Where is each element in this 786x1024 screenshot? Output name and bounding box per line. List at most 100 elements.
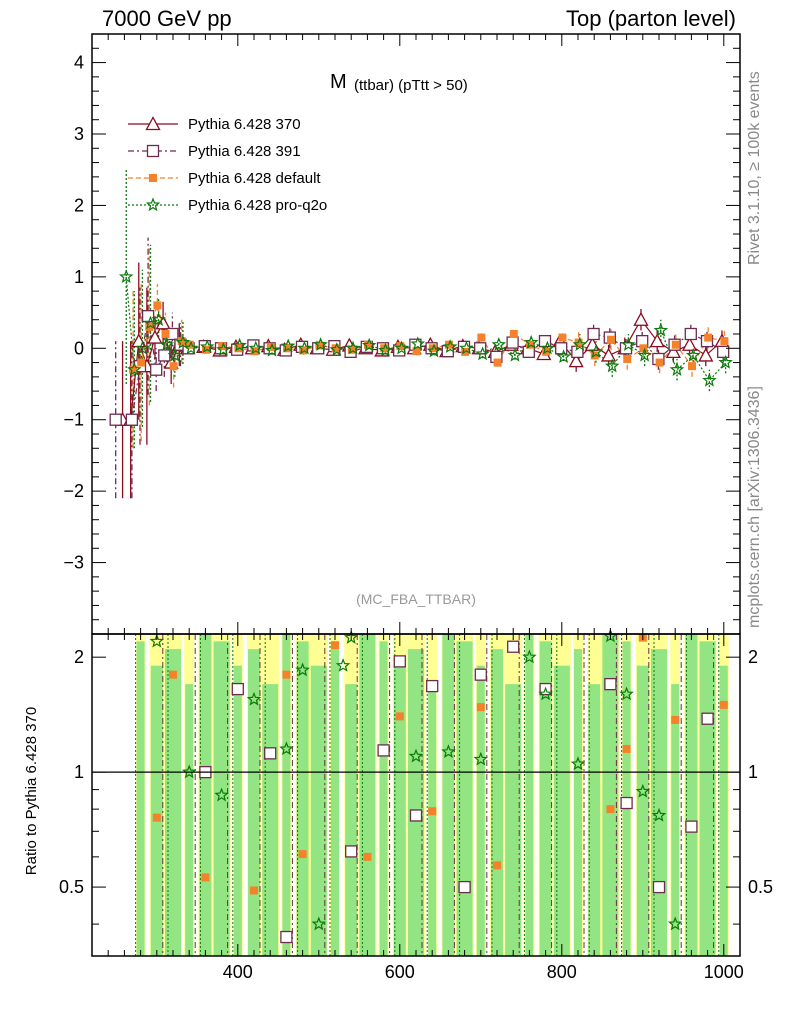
- x-tick-label: 600: [385, 962, 415, 982]
- data-point: [153, 301, 162, 310]
- ratio-point: [474, 668, 487, 681]
- data-point: [639, 344, 648, 353]
- data-point: [540, 340, 555, 355]
- data-point: [698, 347, 714, 362]
- ratio-point: [377, 744, 390, 757]
- ratio-band-green: [588, 684, 601, 956]
- data-point: [118, 269, 134, 284]
- ratio-point: [458, 880, 471, 894]
- ratio-point: [620, 796, 633, 810]
- ratio-band-green: [553, 665, 570, 956]
- data-point: [364, 340, 373, 349]
- ratio-point: [279, 741, 294, 756]
- data-point: [507, 347, 523, 362]
- data-point: [523, 334, 539, 349]
- data-point: [410, 336, 426, 351]
- ratio-point: [250, 886, 258, 895]
- ratio-band-green: [233, 665, 242, 956]
- ratio-point: [701, 712, 714, 725]
- data-point: [151, 312, 166, 326]
- ratio-point: [298, 850, 307, 859]
- data-point: [491, 337, 507, 351]
- data-point: [655, 358, 664, 367]
- data-point: [199, 339, 215, 354]
- y-tick-label: −3: [63, 553, 84, 573]
- header-left-label: 7000 GeV pp: [102, 6, 232, 31]
- ratio-band-green: [296, 641, 309, 956]
- ratio-point: [522, 649, 537, 664]
- data-point: [588, 344, 604, 359]
- ratio-point: [476, 703, 485, 712]
- data-point: [684, 327, 697, 341]
- legend-marker: [149, 174, 157, 182]
- data-point: [177, 337, 186, 346]
- error-bars: [115, 169, 727, 499]
- ratio-point: [426, 679, 439, 693]
- data-point: [600, 347, 617, 362]
- ratio-band-green: [651, 649, 667, 956]
- ratio-point: [280, 930, 293, 944]
- series-line: [125, 276, 727, 382]
- data-point: [685, 347, 701, 362]
- ratio-y-tick-label-right: 0.5: [748, 877, 773, 897]
- data-point: [125, 413, 139, 426]
- data-point: [688, 362, 697, 371]
- ratio-point: [335, 658, 351, 672]
- ratio-band-green: [136, 641, 145, 956]
- x-tick-label: 1000: [704, 962, 744, 982]
- data-point: [665, 343, 681, 359]
- ratio-band-green: [359, 634, 376, 956]
- ratio-band-green: [345, 684, 358, 956]
- data-point: [175, 334, 191, 349]
- data-point: [137, 358, 146, 367]
- ratio-point: [507, 640, 520, 653]
- ratio-band-green: [685, 634, 698, 956]
- x-tick-label: 400: [223, 962, 253, 982]
- ratio-point: [295, 662, 310, 677]
- data-point: [280, 338, 296, 353]
- data-point: [637, 347, 652, 362]
- data-point: [509, 330, 518, 338]
- data-point: [248, 340, 264, 355]
- data-point: [556, 349, 571, 364]
- ratio-band-green: [456, 641, 473, 956]
- ratio-markers: [92, 628, 740, 944]
- data-point: [361, 337, 377, 352]
- y-tick-label: 1: [74, 267, 84, 287]
- y-tick-label: 0: [74, 338, 84, 358]
- legend-label: Pythia 6.428 pro-q2o: [188, 197, 327, 214]
- ratio-point: [604, 677, 617, 691]
- ratio-point: [214, 787, 229, 802]
- ratio-band-green: [408, 649, 424, 956]
- ratio-y-tick-label: 2: [74, 647, 84, 667]
- data-point: [572, 337, 588, 351]
- ratio-point: [149, 633, 165, 648]
- ratio-band-green: [671, 684, 680, 956]
- y-tick-label: 2: [74, 195, 84, 215]
- data-point: [313, 337, 328, 351]
- ratio-point: [685, 820, 698, 833]
- data-point: [135, 340, 150, 355]
- ratio-band-green: [574, 649, 582, 956]
- data-point: [718, 354, 733, 369]
- legend-marker: [145, 116, 161, 131]
- data-point: [394, 340, 409, 355]
- chart-subtitle: (ttbar) (pTtt > 50): [354, 77, 468, 94]
- ratio-point: [181, 764, 197, 779]
- data-point: [331, 344, 340, 353]
- ratio-uncertainty-bands: [135, 634, 729, 956]
- data-point: [704, 333, 713, 342]
- ratio-point: [622, 744, 631, 753]
- data-point: [623, 355, 632, 363]
- legend-label: Pythia 6.428 391: [188, 143, 301, 160]
- data-point: [671, 340, 680, 349]
- data-point: [232, 337, 247, 352]
- series-markers: [109, 269, 733, 426]
- ratio-band-green: [476, 665, 485, 956]
- data-point: [477, 333, 486, 342]
- ratio-point: [363, 852, 372, 861]
- ratio-point: [395, 712, 404, 721]
- ratio-point: [408, 748, 424, 763]
- chart-title: M: [330, 71, 347, 93]
- ratio-band-green: [428, 684, 437, 956]
